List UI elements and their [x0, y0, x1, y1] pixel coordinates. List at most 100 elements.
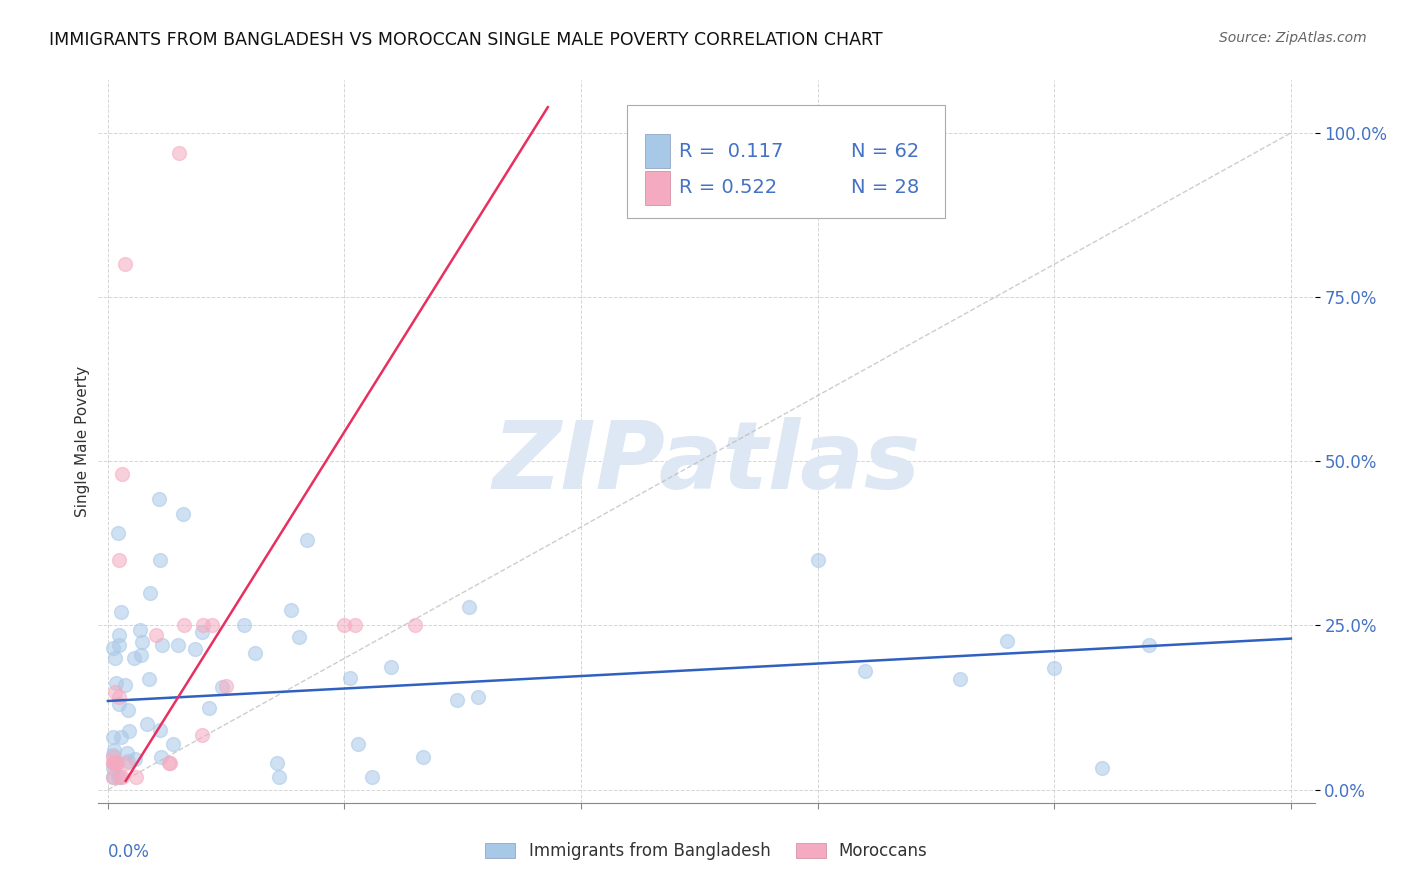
Point [117, 724, 139, 739]
Point [101, 730, 124, 744]
Point [138, 672, 160, 686]
Point [190, 625, 212, 640]
Point [1043, 661, 1066, 675]
Point [211, 680, 233, 694]
Point [191, 728, 214, 742]
Point [150, 749, 173, 764]
Point [233, 618, 256, 632]
Point [101, 770, 124, 784]
Point [807, 553, 830, 567]
Point [108, 690, 131, 705]
Point [172, 507, 194, 521]
Point [129, 648, 152, 663]
Point [108, 638, 131, 652]
Point [405, 618, 427, 632]
Point [148, 491, 170, 506]
Point [129, 623, 152, 637]
Point [295, 533, 318, 547]
Point [110, 730, 132, 744]
Point [344, 618, 367, 632]
Point [149, 723, 172, 737]
Point [101, 761, 124, 775]
Point [339, 671, 361, 685]
Point [117, 754, 139, 768]
Point [288, 631, 311, 645]
Point [458, 599, 481, 614]
Text: N = 62: N = 62 [852, 142, 920, 161]
Point [162, 737, 184, 751]
Point [412, 749, 434, 764]
Text: N = 28: N = 28 [852, 178, 920, 197]
Point [166, 638, 188, 652]
Point [114, 756, 136, 771]
Point [117, 703, 139, 717]
Point [157, 756, 180, 771]
Point [110, 605, 132, 619]
Text: Source: ZipAtlas.com: Source: ZipAtlas.com [1219, 31, 1367, 45]
Point [125, 770, 148, 784]
Point [191, 618, 214, 632]
Point [467, 690, 489, 704]
Point [108, 628, 131, 642]
Point [139, 585, 162, 599]
Point [267, 770, 290, 784]
Point [101, 748, 124, 763]
Point [101, 756, 124, 771]
Text: ZIPatlas: ZIPatlas [492, 417, 921, 509]
Point [117, 746, 139, 760]
Text: IMMIGRANTS FROM BANGLADESH VS MOROCCAN SINGLE MALE POVERTY CORRELATION CHART: IMMIGRANTS FROM BANGLADESH VS MOROCCAN S… [49, 31, 883, 49]
Point [201, 618, 224, 632]
Point [280, 603, 302, 617]
Point [108, 770, 131, 784]
Point [111, 467, 134, 482]
Legend: Immigrants from Bangladesh, Moroccans: Immigrants from Bangladesh, Moroccans [479, 836, 934, 867]
Point [104, 756, 127, 771]
Point [107, 697, 129, 711]
Point [215, 679, 238, 693]
Point [949, 673, 972, 687]
Point [114, 257, 136, 271]
Point [243, 647, 266, 661]
Point [198, 701, 221, 715]
Point [101, 750, 124, 764]
Point [101, 640, 124, 655]
Point [107, 770, 129, 784]
Point [111, 770, 134, 784]
Point [995, 633, 1018, 648]
Point [266, 756, 288, 771]
Point [159, 756, 181, 771]
Point [104, 651, 127, 665]
Point [150, 638, 173, 652]
Point [346, 737, 368, 751]
Point [380, 660, 402, 674]
Point [853, 664, 876, 678]
Text: R =  0.117: R = 0.117 [679, 142, 783, 161]
Point [105, 756, 128, 771]
Point [103, 743, 125, 757]
Point [114, 678, 136, 692]
Point [184, 642, 207, 657]
Point [135, 717, 157, 731]
Point [107, 553, 129, 567]
Y-axis label: Single Male Poverty: Single Male Poverty [75, 366, 90, 517]
Point [169, 145, 191, 160]
Point [145, 627, 167, 641]
Point [104, 685, 127, 699]
Point [361, 770, 384, 784]
Point [105, 756, 128, 771]
Point [149, 553, 172, 567]
Text: R = 0.522: R = 0.522 [679, 178, 776, 197]
Point [122, 651, 145, 665]
Point [107, 526, 129, 541]
Point [131, 634, 153, 648]
Point [105, 676, 128, 690]
Point [101, 756, 124, 771]
Point [1137, 638, 1160, 652]
Point [333, 618, 356, 632]
Point [446, 693, 468, 707]
Point [173, 618, 195, 632]
Text: 0.0%: 0.0% [108, 843, 150, 861]
Point [101, 770, 124, 784]
Point [1091, 761, 1114, 775]
Point [124, 752, 146, 766]
